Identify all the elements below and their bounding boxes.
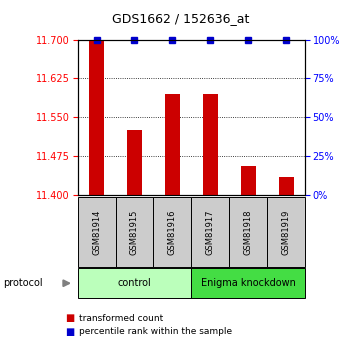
Text: control: control <box>118 278 151 288</box>
Text: GSM81916: GSM81916 <box>168 209 177 255</box>
Bar <box>278 177 294 195</box>
Bar <box>203 94 218 195</box>
Text: GDS1662 / 152636_at: GDS1662 / 152636_at <box>112 12 249 26</box>
Text: GSM81917: GSM81917 <box>206 209 215 255</box>
Bar <box>127 130 142 195</box>
Text: ■: ■ <box>65 327 74 337</box>
Text: transformed count: transformed count <box>79 314 164 323</box>
Bar <box>89 40 104 195</box>
Text: ■: ■ <box>65 313 74 323</box>
Text: Enigma knockdown: Enigma knockdown <box>201 278 296 288</box>
Text: protocol: protocol <box>4 278 43 288</box>
Text: percentile rank within the sample: percentile rank within the sample <box>79 327 232 336</box>
Text: GSM81919: GSM81919 <box>282 209 291 255</box>
Bar <box>240 167 256 195</box>
Text: GSM81914: GSM81914 <box>92 209 101 255</box>
Text: GSM81915: GSM81915 <box>130 209 139 255</box>
Text: GSM81918: GSM81918 <box>244 209 253 255</box>
Bar <box>165 94 180 195</box>
